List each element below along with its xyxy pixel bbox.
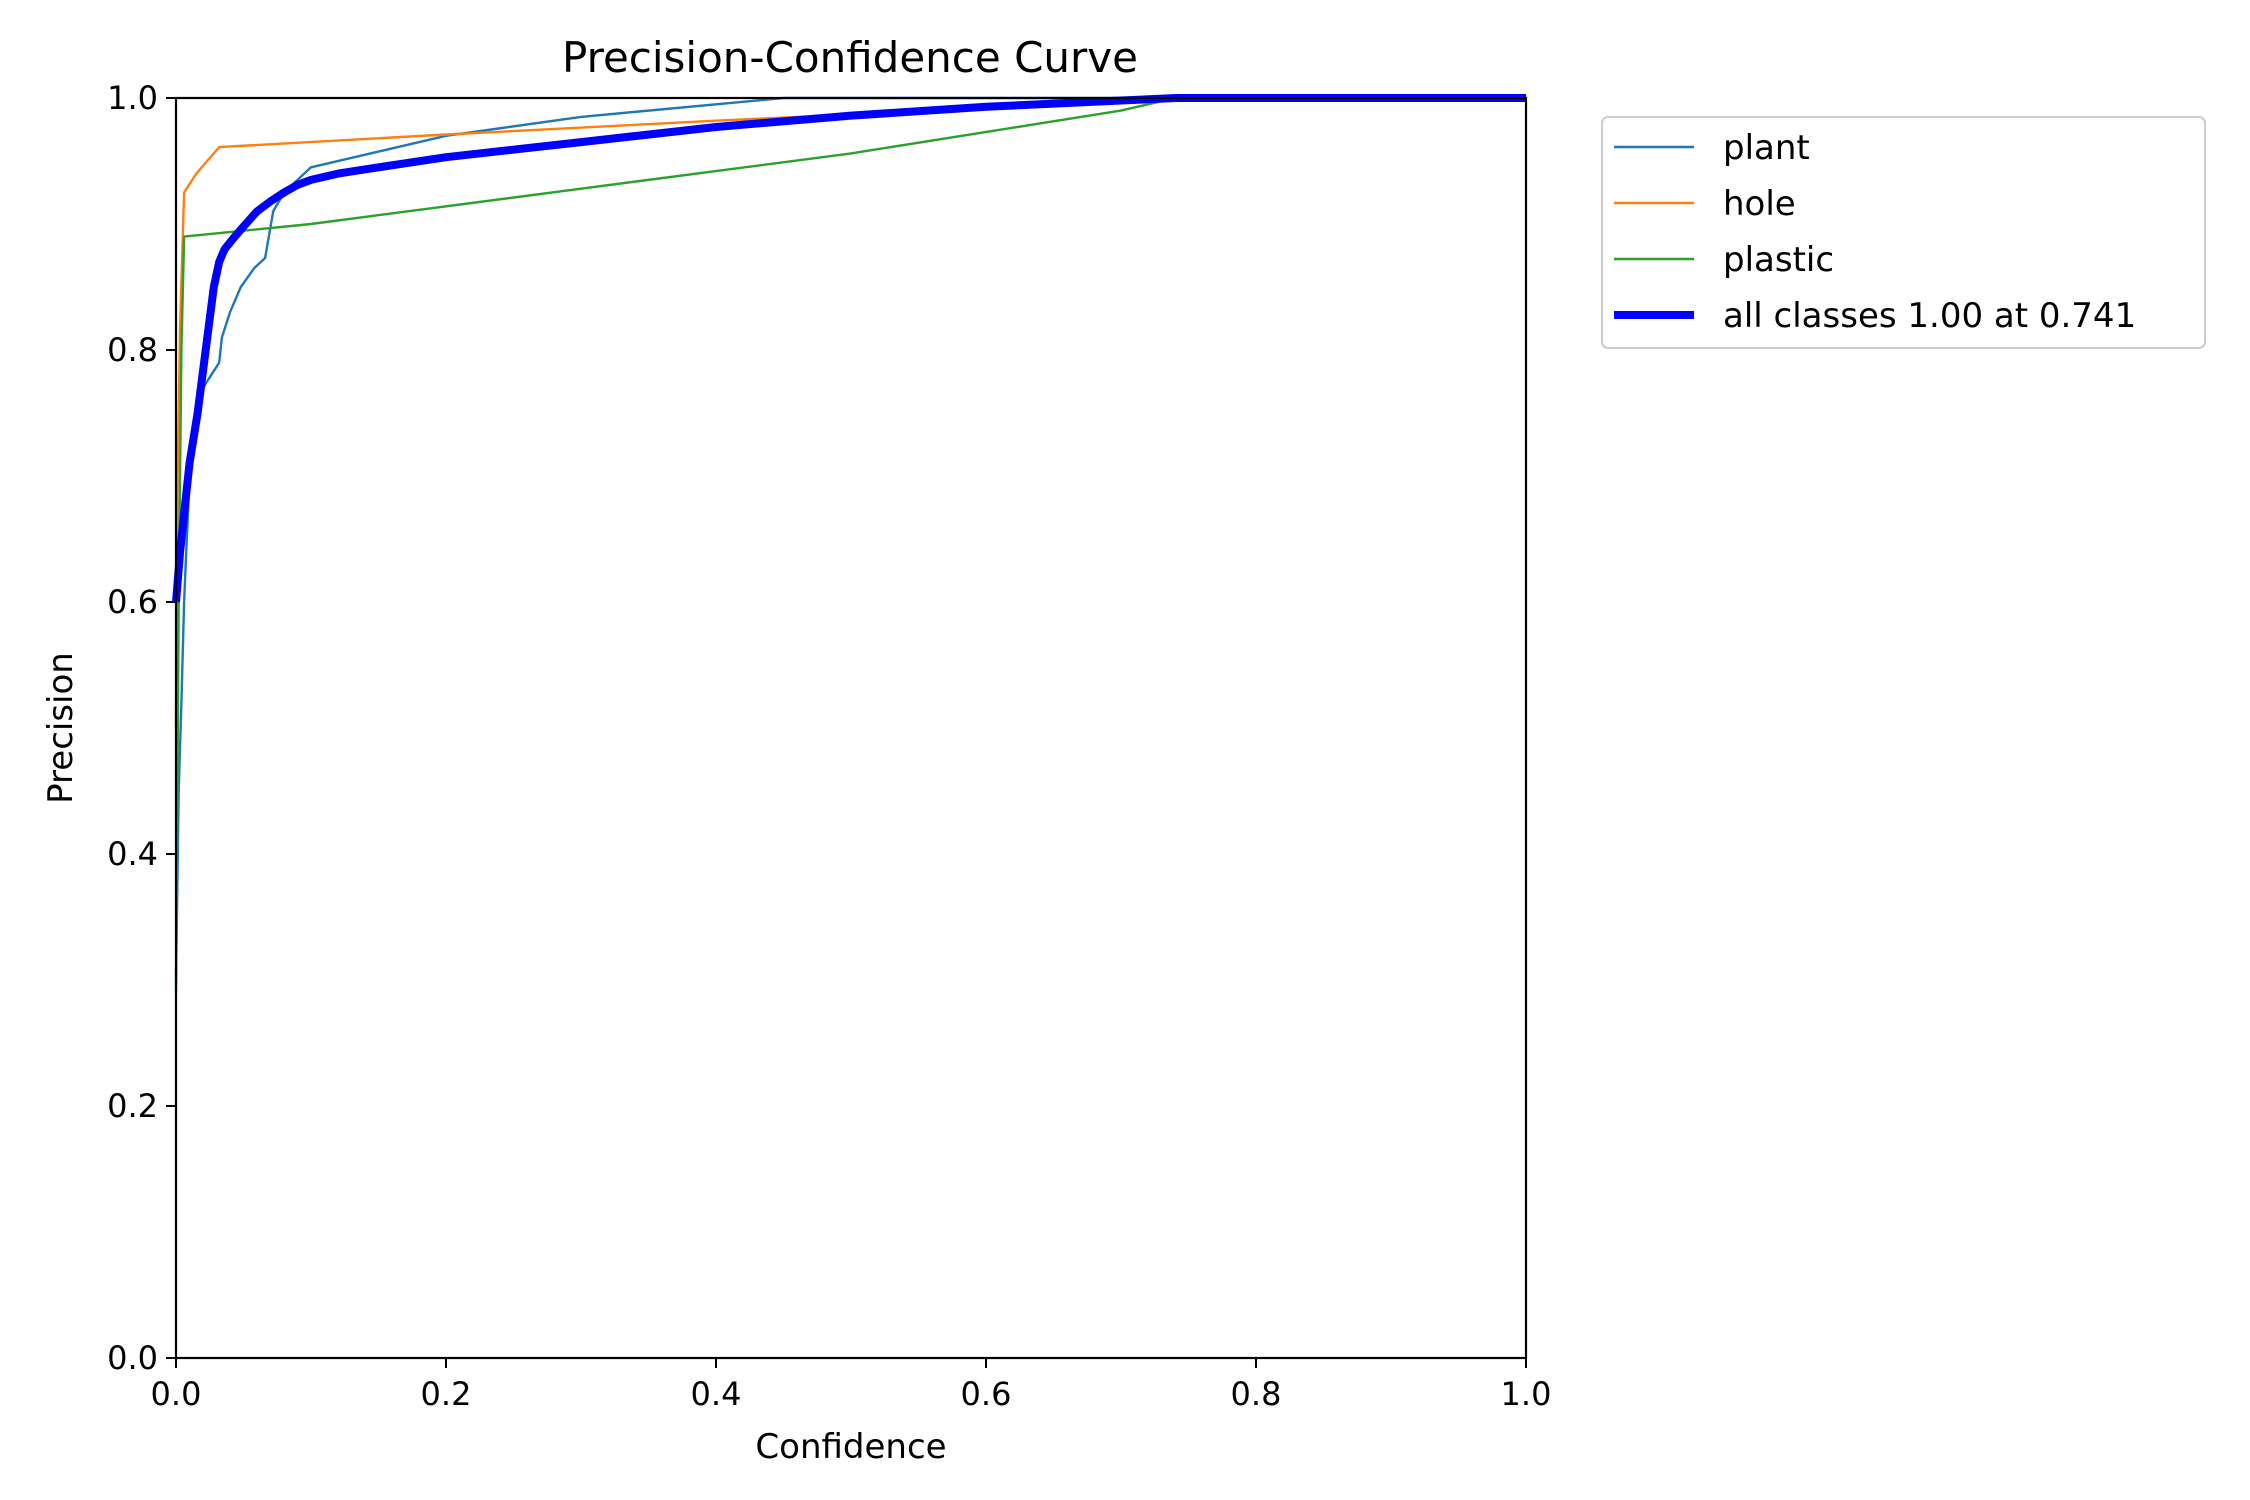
legend-label-2: plastic xyxy=(1723,240,1834,280)
series-line-2 xyxy=(174,96,1526,993)
plot-frame xyxy=(174,96,1528,1360)
legend: plant hole plastic all classes 1.00 at 0.74… xyxy=(1601,116,2206,349)
y-axis: 0.0 0.2 0.4 0.6 0.8 1.0 xyxy=(107,79,176,1377)
y-tick-label: 1.0 xyxy=(107,79,158,117)
plot-area xyxy=(172,94,1528,1360)
series-line-0 xyxy=(174,96,1526,981)
x-tick-label: 0.8 xyxy=(1231,1375,1282,1413)
y-tick-label: 0.0 xyxy=(107,1339,158,1377)
series-layer xyxy=(172,94,1526,993)
x-tick-label: 0.2 xyxy=(421,1375,472,1413)
chart-title: Precision-Confidence Curve xyxy=(562,33,1138,82)
x-axis-label: Confidence xyxy=(755,1427,946,1467)
series-line-3 xyxy=(172,94,1526,603)
y-tick-label: 0.8 xyxy=(107,331,158,369)
y-tick-label: 0.2 xyxy=(107,1087,158,1125)
legend-label-1: hole xyxy=(1723,184,1796,224)
y-tick-label: 0.6 xyxy=(107,583,158,621)
x-axis: 0.0 0.2 0.4 0.6 0.8 1.0 xyxy=(151,1358,1552,1413)
y-axis-label: Precision xyxy=(41,652,81,804)
x-tick-label: 1.0 xyxy=(1501,1375,1552,1413)
x-tick-label: 0.6 xyxy=(961,1375,1012,1413)
legend-label-3: all classes 1.00 at 0.741 xyxy=(1723,296,2136,336)
legend-label-0: plant xyxy=(1723,128,1810,168)
y-tick-label: 0.4 xyxy=(107,835,158,873)
x-tick-label: 0.0 xyxy=(151,1375,202,1413)
x-tick-label: 0.4 xyxy=(691,1375,742,1413)
legend-box xyxy=(1601,116,2206,349)
